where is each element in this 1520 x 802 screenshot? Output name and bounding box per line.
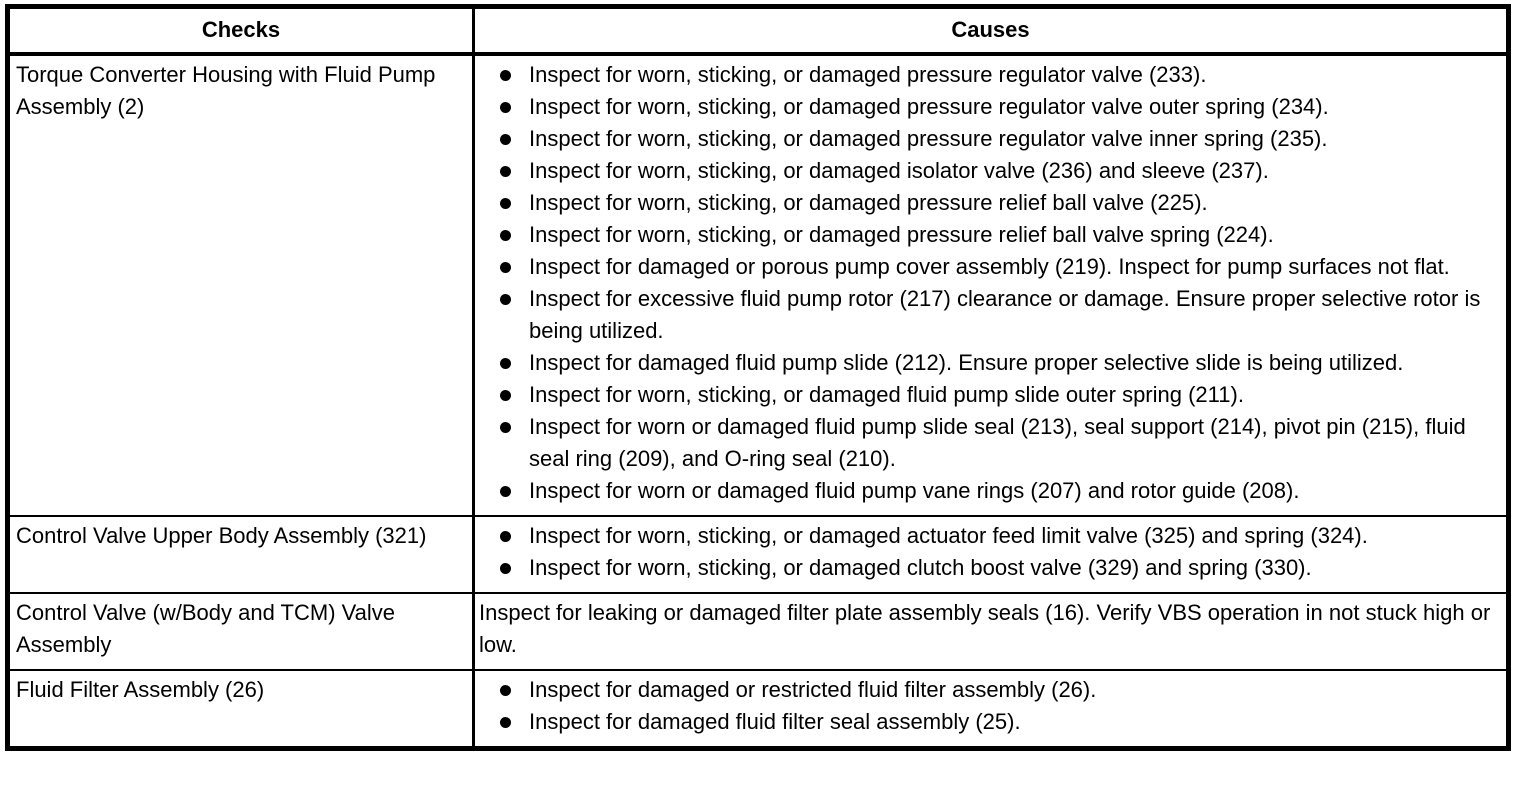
check-cell: Control Valve (w/Body and TCM) Valve Ass… [7,592,475,670]
table-body: Torque Converter Housing with Fluid Pump… [7,53,1509,749]
cause-text: Inspect for worn, sticking, or damaged f… [529,382,1244,407]
checks-column-header: Checks [7,6,475,56]
cause-item: Inspect for excessive fluid pump rotor (… [475,283,1496,347]
cause-text: Inspect for worn or damaged fluid pump v… [529,478,1300,503]
cause-item: Inspect for damaged or restricted fluid … [475,674,1496,706]
cause-item: Inspect for worn, sticking, or damaged c… [475,552,1496,584]
cause-text: Inspect for excessive fluid pump rotor (… [529,286,1481,343]
bullet-icon [500,422,511,433]
bullet-icon [500,166,511,177]
bullet-icon [500,486,511,497]
table-row: Fluid Filter Assembly (26) Inspect for da… [7,669,1509,749]
bullet-icon [500,563,511,574]
table-row: Torque Converter Housing with Fluid Pump… [7,53,1509,516]
cause-text: Inspect for worn, sticking, or damaged p… [529,222,1274,247]
causes-column-header: Causes [473,6,1509,56]
causes-cell: Inspect for worn, sticking, or damaged p… [473,53,1509,516]
cause-item: Inspect for worn or damaged fluid pump v… [475,475,1496,507]
bullet-icon [500,685,511,696]
cause-item: Inspect for worn, sticking, or damaged p… [475,219,1496,251]
causes-cell: Inspect for leaking or damaged filter pl… [473,592,1509,670]
bullet-icon [500,70,511,81]
cause-text: Inspect for worn, sticking, or damaged p… [529,126,1328,151]
cause-text: Inspect for worn, sticking, or damaged p… [529,62,1207,87]
cause-text: Inspect for damaged or restricted fluid … [529,677,1097,702]
bullet-icon [500,717,511,728]
cause-text: Inspect for leaking or damaged filter pl… [479,600,1491,657]
cause-item: Inspect for worn, sticking, or damaged p… [475,91,1496,123]
checks-causes-table: Checks Causes Torque Converter Housing w… [5,4,1511,751]
check-cell: Control Valve Upper Body Assembly (321) [7,515,475,593]
bullet-icon [500,531,511,542]
cause-text: Inspect for damaged or porous pump cover… [529,254,1450,279]
cause-text: Inspect for worn, sticking, or damaged p… [529,190,1208,215]
cause-item: Inspect for worn, sticking, or damaged i… [475,155,1496,187]
cause-text: Inspect for worn, sticking, or damaged a… [529,523,1368,548]
causes-cell: Inspect for damaged or restricted fluid … [473,669,1509,749]
check-text: Control Valve (w/Body and TCM) Valve Ass… [16,600,396,657]
cause-item: Inspect for worn, sticking, or damaged a… [475,520,1496,552]
check-cell: Torque Converter Housing with Fluid Pump… [7,53,475,516]
cause-item: Inspect for worn, sticking, or damaged p… [475,187,1496,219]
table-row: Control Valve (w/Body and TCM) Valve Ass… [7,592,1509,670]
bullet-icon [500,294,511,305]
check-text: Torque Converter Housing with Fluid Pump… [16,62,436,119]
causes-list: Inspect for damaged or restricted fluid … [475,674,1496,738]
cause-text: Inspect for damaged fluid filter seal as… [529,709,1021,734]
check-text: Fluid Filter Assembly (26) [16,677,265,702]
cause-item: Inspect for damaged fluid pump slide (21… [475,347,1496,379]
causes-list: Inspect for worn, sticking, or damaged p… [475,59,1496,507]
check-text: Control Valve Upper Body Assembly (321) [16,523,427,548]
bullet-icon [500,134,511,145]
causes-list: Inspect for worn, sticking, or damaged a… [475,520,1496,584]
causes-cell: Inspect for worn, sticking, or damaged a… [473,515,1509,593]
cause-item: Inspect for worn or damaged fluid pump s… [475,411,1496,475]
table-row: Control Valve Upper Body Assembly (321) I… [7,515,1509,593]
bullet-icon [500,358,511,369]
cause-item: Inspect for damaged or porous pump cover… [475,251,1496,283]
bullet-icon [500,230,511,241]
bullet-icon [500,390,511,401]
cause-item: Inspect for worn, sticking, or damaged f… [475,379,1496,411]
check-cell: Fluid Filter Assembly (26) [7,669,475,749]
cause-text: Inspect for worn, sticking, or damaged c… [529,555,1312,580]
bullet-icon [500,262,511,273]
bullet-icon [500,102,511,113]
cause-item: Inspect for worn, sticking, or damaged p… [475,123,1496,155]
bullet-icon [500,198,511,209]
cause-item: Inspect for worn, sticking, or damaged p… [475,59,1496,91]
header-row: Checks Causes [7,6,1509,56]
cause-text: Inspect for worn or damaged fluid pump s… [529,414,1466,471]
cause-item: Inspect for damaged fluid filter seal as… [475,706,1496,738]
cause-text: Inspect for worn, sticking, or damaged p… [529,94,1329,119]
cause-text: Inspect for worn, sticking, or damaged i… [529,158,1269,183]
cause-text: Inspect for damaged fluid pump slide (21… [529,350,1404,375]
